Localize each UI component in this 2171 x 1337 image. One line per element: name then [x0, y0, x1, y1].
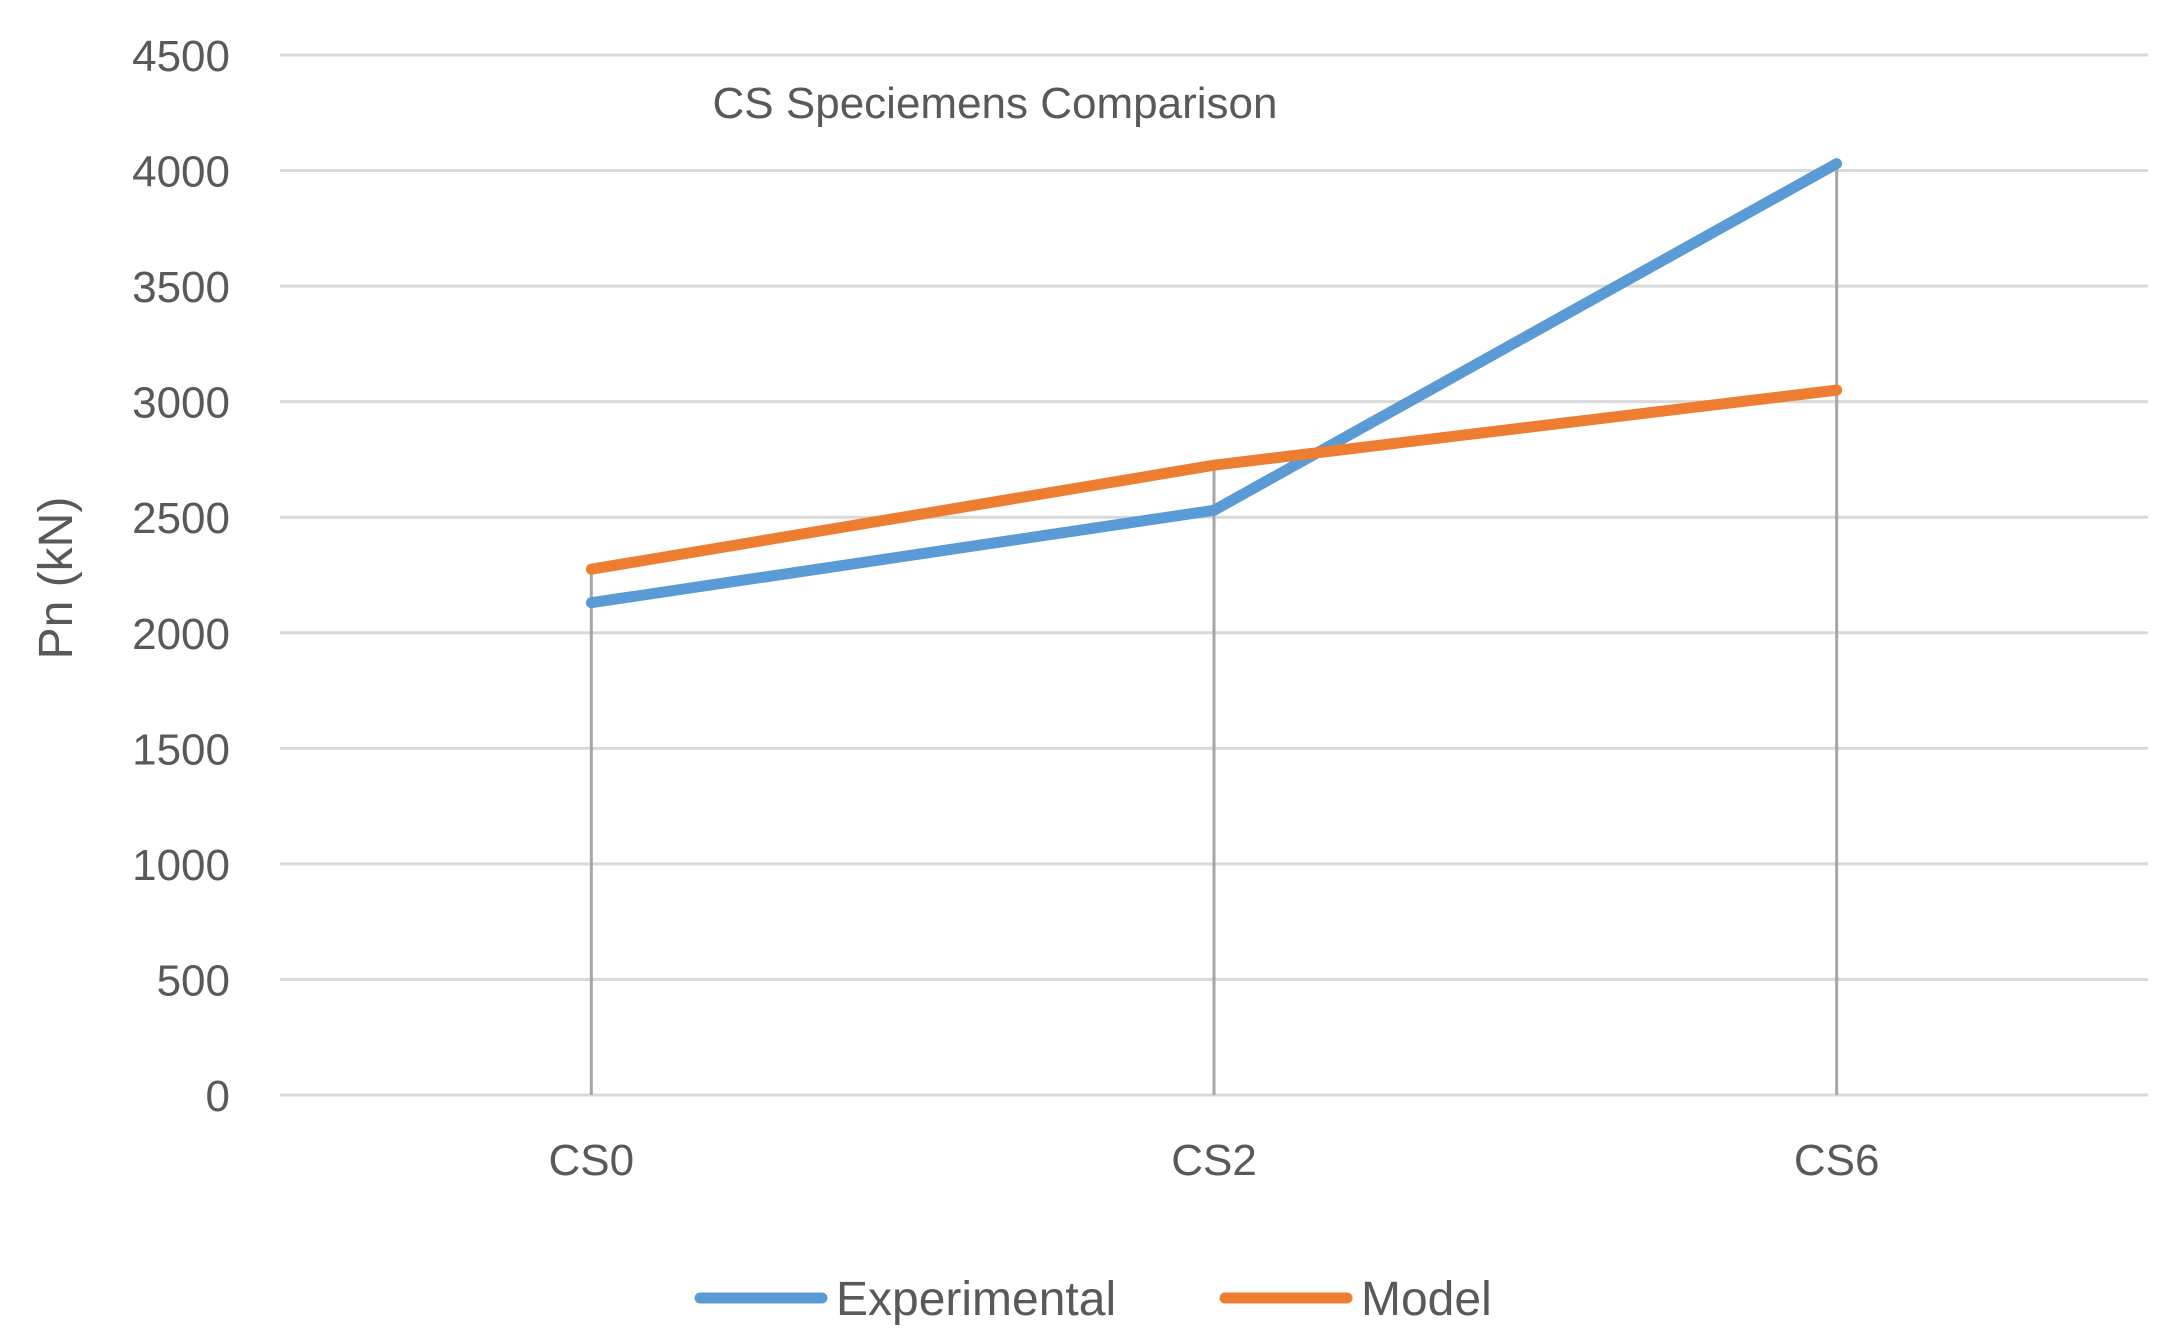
y-tick-label-3000: 3000 [132, 379, 230, 428]
y-tick-label-4000: 4000 [132, 148, 230, 197]
y-tick-label-1500: 1500 [132, 725, 230, 774]
x-axis-ticks: CS0 CS2 CS6 [549, 1136, 1880, 1185]
chart-title: CS Speciemens Comparison [713, 79, 1278, 128]
y-tick-label-4500: 4500 [132, 32, 230, 81]
y-tick-label-2500: 2500 [132, 494, 230, 543]
y-tick-label-0: 0 [206, 1072, 230, 1121]
y-tick-label-2000: 2000 [132, 610, 230, 659]
y-axis-title: Pn (kN) [30, 497, 83, 660]
series-line-experimental [585, 158, 1843, 609]
x-tick-label-cs6: CS6 [1794, 1136, 1880, 1185]
legend-label-experimental: Experimental [836, 1273, 1116, 1326]
x-tick-label-cs0: CS0 [549, 1136, 635, 1185]
legend: Experimental Model [694, 1273, 1492, 1326]
series-lines [585, 158, 1843, 609]
drop-lines [589, 163, 1839, 1095]
legend-label-model: Model [1361, 1273, 1492, 1326]
y-tick-label-500: 500 [157, 956, 230, 1005]
y-axis-ticks: 0 500 1000 1500 2000 2500 3000 3500 4000 4500 [132, 32, 230, 1121]
x-tick-label-cs2: CS2 [1171, 1136, 1257, 1185]
y-tick-label-3500: 3500 [132, 263, 230, 312]
y-tick-label-1000: 1000 [132, 841, 230, 890]
series-line-model [585, 384, 1843, 575]
